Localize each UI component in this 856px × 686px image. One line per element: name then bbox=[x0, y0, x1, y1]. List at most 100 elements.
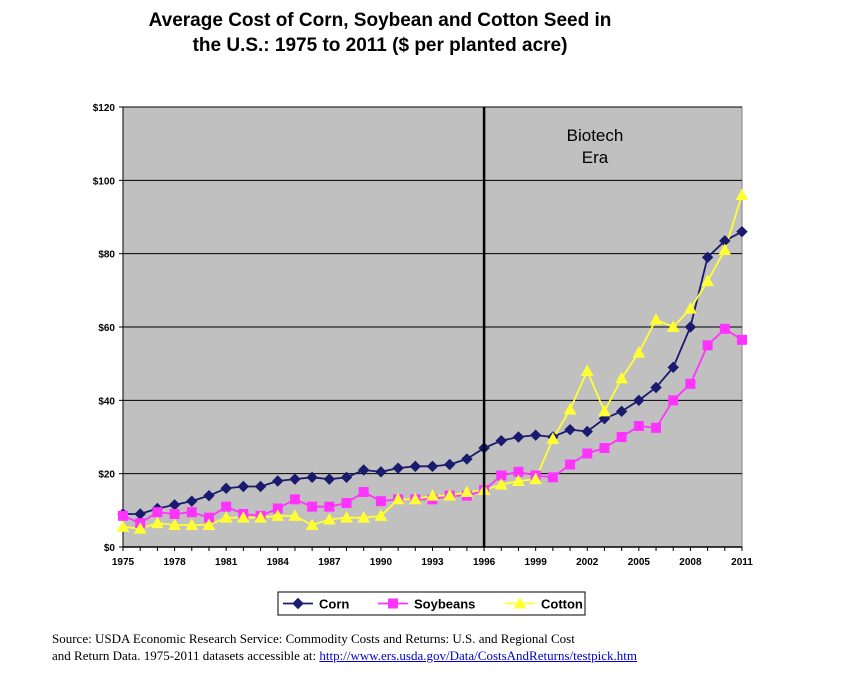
data-point-corn bbox=[272, 475, 284, 487]
data-point-cotton bbox=[718, 243, 732, 255]
data-point-corn bbox=[340, 471, 353, 484]
data-point-corn bbox=[529, 429, 542, 441]
data-point-cotton bbox=[237, 511, 250, 523]
data-point-cotton bbox=[666, 320, 680, 332]
data-point-corn bbox=[203, 489, 215, 502]
data-point-cotton bbox=[116, 520, 130, 532]
x-tick-label: 2008 bbox=[679, 557, 702, 568]
data-point-cotton bbox=[391, 492, 405, 505]
data-point-cotton bbox=[580, 364, 594, 376]
data-point-corn bbox=[392, 462, 404, 474]
data-point-cotton bbox=[219, 511, 233, 523]
x-tick-label: 1981 bbox=[215, 557, 238, 568]
data-point-cotton bbox=[151, 516, 164, 529]
data-point-cotton bbox=[563, 402, 577, 415]
x-tick-label: 1996 bbox=[473, 557, 496, 568]
y-tick-label: $100 bbox=[93, 176, 116, 187]
data-point-corn bbox=[512, 431, 525, 443]
data-point-soybeans bbox=[599, 443, 610, 453]
legend-label-soybeans: Soybeans bbox=[414, 597, 475, 612]
data-point-cotton bbox=[615, 371, 628, 384]
data-point-corn bbox=[633, 394, 645, 407]
data-point-soybeans bbox=[668, 395, 679, 406]
data-point-soybeans bbox=[651, 422, 662, 433]
data-point-cotton bbox=[426, 489, 439, 501]
data-point-soybeans bbox=[186, 507, 197, 518]
data-point-corn bbox=[564, 423, 576, 436]
data-point-cotton bbox=[546, 432, 560, 444]
x-tick-label: 1999 bbox=[525, 557, 548, 568]
data-point-corn bbox=[220, 482, 232, 495]
x-tick-label: 1978 bbox=[163, 557, 186, 568]
data-point-corn bbox=[375, 466, 387, 478]
data-point-cotton bbox=[735, 188, 749, 200]
legend-box bbox=[277, 591, 586, 616]
data-point-cotton bbox=[340, 511, 353, 523]
data-point-cotton bbox=[512, 474, 525, 486]
data-point-corn bbox=[461, 453, 473, 465]
y-tick-label: $40 bbox=[98, 396, 115, 407]
legend-label-cotton: Cotton bbox=[541, 597, 583, 612]
data-point-cotton bbox=[357, 511, 371, 523]
chart-title: Average Cost of Corn, Soybean and Cotton… bbox=[0, 8, 760, 58]
legend-marker-soybeans bbox=[388, 598, 398, 609]
x-tick-label: 1987 bbox=[318, 557, 341, 568]
data-point-soybeans bbox=[633, 421, 644, 431]
chart-title-line2: the U.S.: 1975 to 2011 ($ per planted ac… bbox=[192, 35, 568, 56]
data-point-corn bbox=[409, 460, 422, 473]
source-line2: and Return Data. 1975-2011 datasets acce… bbox=[52, 647, 842, 664]
data-point-corn bbox=[289, 473, 301, 485]
y-tick-label: $0 bbox=[104, 543, 116, 554]
y-tick-label: $60 bbox=[98, 323, 115, 334]
data-point-soybeans bbox=[547, 472, 558, 483]
x-tick-label: 2011 bbox=[731, 557, 753, 568]
data-point-corn bbox=[581, 425, 593, 438]
line-chart: $0 $20 $40 $60 $80 $100 $120 1975 1978 1981 1984 19… bbox=[93, 103, 753, 616]
data-point-corn bbox=[615, 405, 628, 418]
data-point-cotton bbox=[305, 518, 319, 530]
data-point-corn bbox=[736, 225, 748, 238]
data-point-corn bbox=[426, 460, 439, 473]
data-point-cotton bbox=[202, 518, 216, 530]
legend: Corn Soybeans Cotton bbox=[277, 591, 586, 616]
data-point-soybeans bbox=[341, 498, 352, 508]
data-point-soybeans bbox=[169, 509, 180, 519]
source-link[interactable]: http://www.ers.usda.gov/Data/CostsAndRet… bbox=[319, 648, 638, 663]
x-tick-label: 1993 bbox=[421, 557, 444, 568]
x-tick-label: 1984 bbox=[267, 557, 290, 568]
data-point-cotton bbox=[598, 404, 611, 417]
data-point-corn bbox=[237, 480, 250, 493]
data-point-cotton bbox=[460, 485, 474, 497]
data-point-cotton bbox=[529, 472, 543, 485]
data-point-soybeans bbox=[118, 510, 128, 521]
data-point-cotton bbox=[254, 511, 267, 523]
data-point-cotton bbox=[322, 512, 336, 525]
data-point-cotton bbox=[168, 518, 181, 530]
data-point-corn bbox=[667, 361, 679, 374]
data-point-soybeans bbox=[719, 323, 730, 334]
data-point-cotton bbox=[632, 346, 646, 358]
x-tick-label: 1990 bbox=[370, 557, 393, 568]
data-point-soybeans bbox=[616, 432, 627, 442]
data-point-soybeans bbox=[565, 459, 576, 470]
y-tick-label: $20 bbox=[98, 470, 115, 481]
data-point-corn bbox=[684, 321, 697, 333]
annotation-biotech: Biotech bbox=[567, 126, 624, 145]
data-point-corn bbox=[495, 434, 507, 447]
data-point-soybeans bbox=[221, 501, 232, 512]
data-point-soybeans bbox=[307, 501, 318, 512]
data-point-corn bbox=[254, 480, 267, 493]
data-point-soybeans bbox=[375, 496, 386, 507]
x-tick-label: 2005 bbox=[628, 557, 651, 568]
data-point-cotton bbox=[684, 302, 697, 314]
data-point-cotton bbox=[133, 522, 147, 534]
data-point-cotton bbox=[443, 489, 457, 501]
data-point-corn bbox=[701, 251, 714, 264]
data-point-cotton bbox=[374, 509, 388, 521]
data-point-soybeans bbox=[324, 501, 335, 512]
data-point-soybeans bbox=[685, 378, 696, 389]
data-point-cotton bbox=[494, 478, 508, 490]
data-point-corn bbox=[323, 473, 336, 485]
data-point-soybeans bbox=[582, 448, 593, 459]
data-point-soybeans bbox=[289, 494, 300, 505]
